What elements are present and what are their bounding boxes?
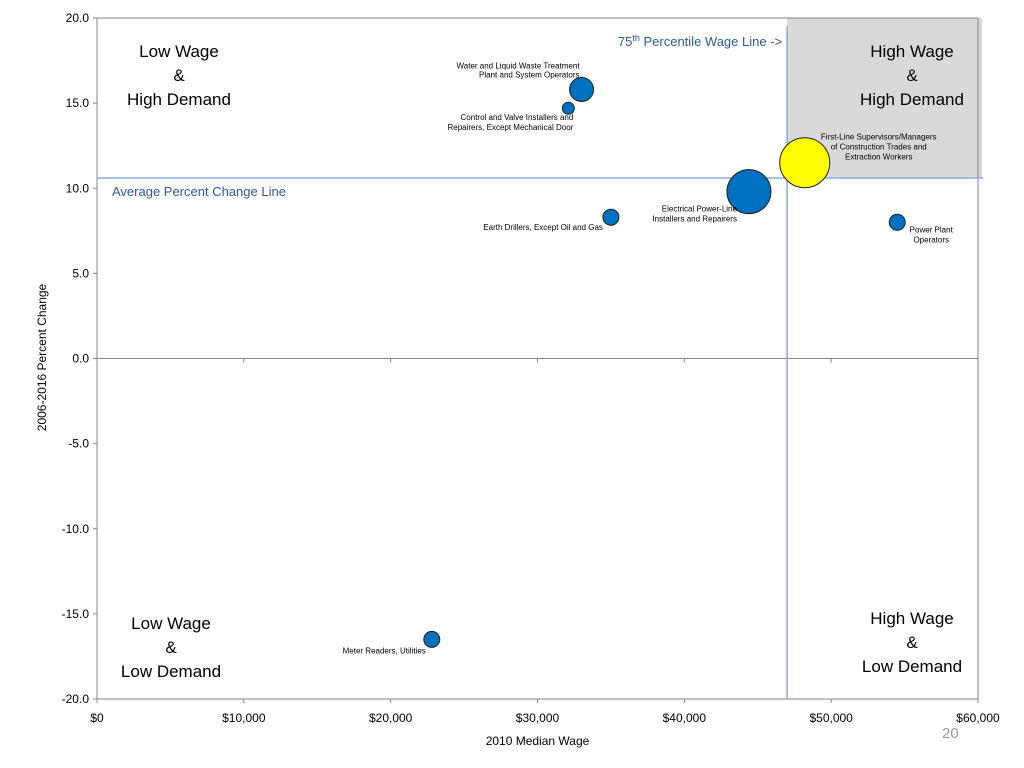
- data-bubble: [423, 630, 441, 648]
- data-bubble: [888, 213, 906, 231]
- bubble-label: Electrical Power-Line Installers and Repa…: [652, 205, 737, 224]
- x-axis-title: 2010 Median Wage: [486, 734, 590, 748]
- bubble-label: First-Line Supervisors/Managers of Constr…: [821, 133, 937, 162]
- quadrant-label-bottom-left: Low Wage & Low Demand: [121, 614, 221, 681]
- y-tick-label: -10.0: [62, 522, 90, 536]
- quadrant-label-top-left: Low Wage & High Demand: [127, 42, 231, 109]
- quadrant-label-top-right: High Wage & High Demand: [860, 42, 964, 109]
- y-axis-title: 2006-2016 Percent Change: [35, 283, 49, 431]
- bubble-label: Power Plant Operators: [910, 225, 954, 244]
- x-tick-label: $10,000: [222, 711, 266, 725]
- percentile-wage-line-label: 75th Percentile Wage Line ->: [618, 33, 782, 49]
- average-change-line-label: Average Percent Change Line: [112, 184, 286, 199]
- y-tick-label: 15.0: [66, 96, 90, 110]
- data-bubble: [602, 208, 620, 226]
- data-bubble: [569, 77, 595, 103]
- y-tick-label: 5.0: [72, 266, 89, 280]
- y-tick-label: -5.0: [68, 437, 89, 451]
- x-tick-label: $0: [90, 711, 104, 725]
- y-tick-label: 20.0: [66, 11, 90, 25]
- y-tick-label: -20.0: [62, 692, 90, 706]
- y-tick-label: -15.0: [62, 607, 90, 621]
- bubble-label: Water and Liquid Waste Treatment Plant an…: [457, 62, 581, 80]
- data-bubble: [779, 137, 831, 189]
- x-tick-label: $30,000: [516, 711, 560, 725]
- quadrant-label-bottom-right: High Wage & Low Demand: [862, 609, 962, 676]
- bubble-label: Earth Drillers, Except Oil and Gas: [483, 223, 603, 232]
- page-number: 20: [942, 725, 959, 742]
- x-tick-label: $40,000: [663, 711, 707, 725]
- x-tick-label: $20,000: [369, 711, 413, 725]
- y-tick-label: 0.0: [72, 352, 89, 366]
- data-bubble: [726, 169, 772, 215]
- x-tick-label: $50,000: [809, 711, 853, 725]
- y-tick-label: 10.0: [66, 181, 90, 195]
- data-bubble: [561, 101, 575, 115]
- bubble-label: Meter Readers, Utilities: [343, 646, 426, 655]
- x-tick-label: $60,000: [956, 711, 1000, 725]
- bubble-label: Control and Valve Installers and Repairer…: [447, 113, 573, 132]
